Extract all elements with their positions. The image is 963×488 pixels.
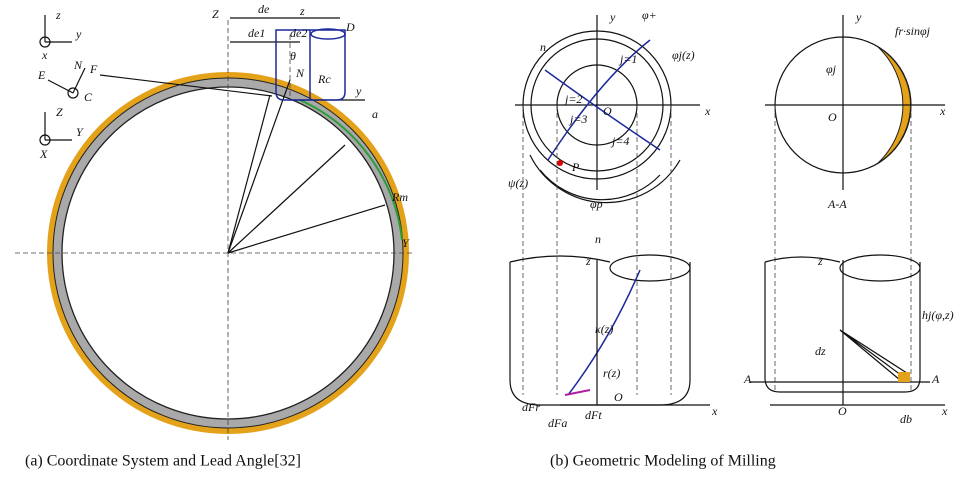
label: φj <box>826 62 837 76</box>
label: y <box>75 27 82 41</box>
label: O <box>828 110 837 124</box>
label: A <box>743 372 752 386</box>
label: n <box>595 232 601 246</box>
label: X <box>39 147 48 161</box>
label: A-A <box>827 197 847 211</box>
label: C <box>84 90 93 104</box>
label: φ+ <box>642 8 657 22</box>
label: E <box>37 68 46 82</box>
label: y <box>609 10 616 24</box>
label: dFa <box>548 416 567 430</box>
label: φp <box>590 197 603 211</box>
label: N <box>73 58 83 72</box>
panel-b-drawing: y φ+ n φj(z) j=1 j=2 O j=3 j=4 x P ψ(z) … <box>508 8 954 470</box>
label: x <box>41 48 48 62</box>
caption: (a) Coordinate System and Lead Angle[32] <box>25 453 301 470</box>
label: N <box>295 66 305 80</box>
label: D <box>345 20 355 34</box>
point <box>557 160 563 166</box>
label: j=1 <box>618 52 637 66</box>
label: z <box>55 8 61 22</box>
label: Z <box>56 105 63 119</box>
section-top <box>840 255 920 281</box>
label: r(z) <box>603 366 620 380</box>
label: O <box>838 404 847 418</box>
label: de2 <box>290 26 307 40</box>
label: x <box>941 404 948 418</box>
projection-lines <box>523 105 911 395</box>
label: db <box>900 412 912 426</box>
label: a <box>372 107 378 121</box>
label: j=3 <box>568 112 587 126</box>
label: κ(z) <box>595 322 613 336</box>
panel-a-drawing: z y x E N C Z Y X Z de z D de1 de2 θ N R… <box>15 2 415 470</box>
force <box>565 390 590 395</box>
label: fr·sinφj <box>895 24 931 38</box>
label: Y <box>76 125 84 139</box>
label: j=2 <box>563 92 582 106</box>
label: dFt <box>585 408 602 422</box>
label: O <box>603 104 612 118</box>
cylinder-top <box>610 255 690 281</box>
label: de <box>258 2 270 16</box>
label: y <box>355 84 362 98</box>
label: Rm <box>391 190 408 204</box>
label: z <box>585 254 591 268</box>
label: j=4 <box>610 134 629 148</box>
label: n <box>540 40 546 54</box>
caption: (b) Geometric Modeling of Milling <box>550 453 776 470</box>
label: F <box>89 62 98 76</box>
label: x <box>704 104 711 118</box>
label: dz <box>815 344 826 358</box>
label: O <box>614 390 623 404</box>
label: hj(φ,z) <box>922 308 954 322</box>
figure: z y x E N C Z Y X Z de z D de1 de2 θ N R… <box>0 0 963 488</box>
label: θ <box>290 49 296 63</box>
label: y <box>855 10 862 24</box>
label: φj(z) <box>672 48 695 62</box>
label: z <box>299 4 305 18</box>
label: x <box>939 104 946 118</box>
label: de1 <box>248 26 265 40</box>
chip-element <box>898 372 910 382</box>
label: Rc <box>317 72 331 86</box>
label: dFr <box>522 400 540 414</box>
label: Z <box>212 7 219 21</box>
label: z <box>817 254 823 268</box>
label: x <box>711 404 718 418</box>
label: ψ(z) <box>508 176 528 190</box>
label: A <box>931 372 940 386</box>
label: P <box>571 160 580 174</box>
